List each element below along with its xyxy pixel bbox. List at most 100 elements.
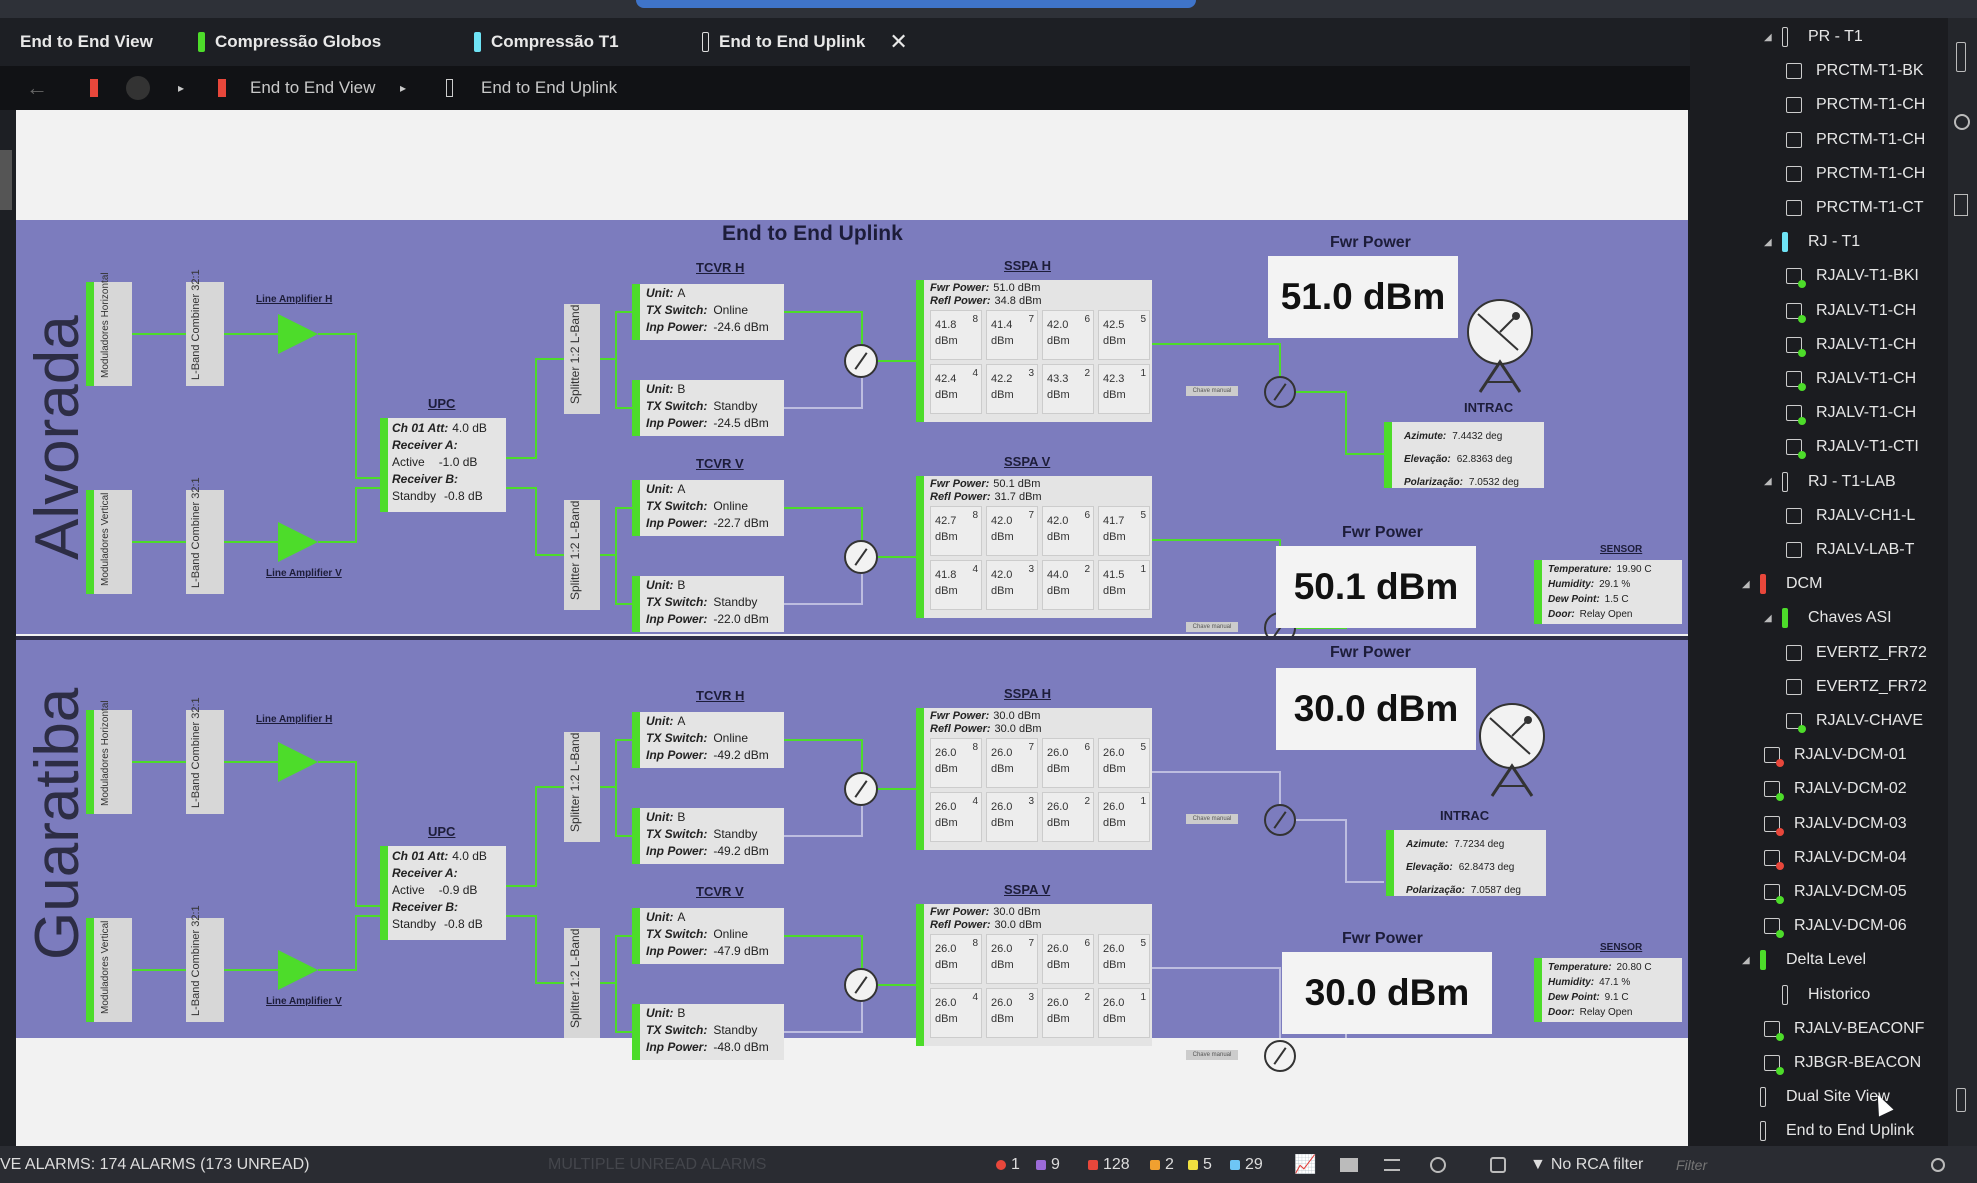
tcvr-v-unit-a[interactable]: Unit: A TX Switch: Online Inp Power: -47.9 dB… (632, 908, 784, 964)
sspa-module-cell[interactable]: 8 41.8 dBm (930, 310, 982, 360)
switch-icon[interactable] (844, 344, 878, 378)
breadcrumb-end-to-end-view[interactable]: End to End View (218, 66, 375, 110)
tree-item[interactable]: ◢ RJ - T1-LAB (1764, 465, 1896, 499)
tree-item[interactable]: RJALV-DCM-06 (1764, 909, 1907, 943)
alarms-summary[interactable]: VE ALARMS: 174 ALARMS (173 UNREAD) (0, 1155, 310, 1173)
tree-item[interactable]: RJALV-CHAVE (1786, 704, 1923, 738)
sspa-module-cell[interactable]: 1 41.5 dBm (1098, 560, 1150, 610)
sspa-module-cell[interactable]: 6 26.0 dBm (1042, 934, 1094, 984)
sspa-module-cell[interactable]: 1 26.0 dBm (1098, 792, 1150, 842)
tree-item[interactable]: PRCTM-T1-CH (1786, 157, 1925, 191)
tree-item[interactable]: ◢ Delta Level (1742, 943, 1866, 977)
tree-item[interactable]: PRCTM-T1-CH (1786, 88, 1925, 122)
tree-item[interactable]: PRCTM-T1-CT (1786, 191, 1924, 225)
tree-item[interactable]: RJALV-T1-CH (1786, 294, 1916, 328)
sspa-module-cell[interactable]: 3 26.0 dBm (986, 988, 1038, 1038)
clock-icon[interactable] (1430, 1146, 1446, 1183)
tree-item[interactable]: RJALV-CH1-L (1786, 499, 1915, 533)
sspa-module-cell[interactable]: 3 42.0 dBm (986, 560, 1038, 610)
chart-icon[interactable]: 📈 (1294, 1154, 1317, 1174)
expand-chevron-icon[interactable]: ◢ (1764, 31, 1772, 43)
sspa-module-cell[interactable]: 1 42.3 dBm (1098, 364, 1150, 414)
tree-item[interactable]: End to End Uplink (1742, 1114, 1914, 1148)
tab-end-to-end-view[interactable]: End to End View (20, 18, 153, 66)
sspa-h-panel[interactable]: Fwr Power: 51.0 dBm Refl Power: 34.8 dBm 8 41… (916, 280, 1152, 422)
combiner[interactable]: L-Band Combiner 32:1 (186, 697, 224, 814)
breadcrumb-end-to-end-uplink[interactable]: End to End Uplink (446, 66, 617, 110)
switch-icon[interactable] (844, 540, 878, 574)
tree-item[interactable]: EVERTZ_FR72 (1786, 636, 1927, 670)
manual-switch-icon[interactable] (1264, 376, 1296, 408)
sspa-module-cell[interactable]: 6 42.0 dBm (1042, 506, 1094, 556)
sspa-module-cell[interactable]: 8 26.0 dBm (930, 934, 982, 984)
upc-panel[interactable]: Ch 01 Att: 4.0 dB Receiver A: Active -1.0 dB… (380, 418, 506, 512)
expand-chevron-icon[interactable]: ◢ (1764, 236, 1772, 248)
tree-item[interactable]: ◢ RJ - T1 (1764, 225, 1860, 259)
modulator-horizontal[interactable]: Moduladores Horizontal (86, 272, 132, 386)
tcvr-h-unit-b[interactable]: Unit: B TX Switch: Standby Inp Power: -24.5 d… (632, 380, 784, 436)
tree-item[interactable]: EVERTZ_FR72 (1786, 670, 1927, 704)
sspa-module-cell[interactable]: 2 44.0 dBm (1042, 560, 1094, 610)
tcvr-v-unit-a[interactable]: Unit: A TX Switch: Online Inp Power: -22.7 dB… (632, 480, 784, 536)
tcvr-h-unit-b[interactable]: Unit: B TX Switch: Standby Inp Power: -49.2 d… (632, 808, 784, 864)
close-tab-icon[interactable]: ✕ (889, 29, 908, 54)
tree-item[interactable]: ◢ Chaves ASI (1764, 601, 1892, 635)
tree-item[interactable]: Historico (1764, 978, 1870, 1012)
sensor-panel[interactable]: Temperature: 19.90 C Humidity: 29.1 % Dew Po… (1534, 560, 1682, 624)
sspa-module-cell[interactable]: 4 41.8 dBm (930, 560, 982, 610)
intrac-panel[interactable]: Azimute: 7.4432 deg Elevação: 62.8363 deg Po… (1384, 422, 1544, 488)
sspa-module-cell[interactable]: 2 26.0 dBm (1042, 792, 1094, 842)
canvas-scroll-handle[interactable] (0, 150, 12, 210)
list-icon[interactable] (1340, 1146, 1358, 1183)
tree-item[interactable]: Dual Site View (1742, 1080, 1890, 1114)
tree-item[interactable]: ◢ DCM (1742, 567, 1822, 601)
sspa-h-panel[interactable]: Fwr Power: 30.0 dBm Refl Power: 30.0 dBm 8 26… (916, 708, 1152, 850)
expand-chevron-icon[interactable]: ◢ (1742, 954, 1750, 966)
tree-item[interactable]: RJALV-BEACONF (1764, 1012, 1924, 1046)
bookmark-icon[interactable] (90, 66, 98, 110)
alarm-count[interactable]: 2 (1150, 1146, 1174, 1183)
tree-item[interactable]: RJALV-DCM-03 (1764, 807, 1907, 841)
alarm-count[interactable]: 9 (1036, 1146, 1060, 1183)
tree-item[interactable]: RJALV-DCM-01 (1764, 738, 1907, 772)
tab-compressao-t1[interactable]: Compressão T1 (474, 18, 619, 66)
sspa-module-cell[interactable]: 7 26.0 dBm (986, 738, 1038, 788)
target-icon[interactable] (1490, 1146, 1506, 1183)
tree-item[interactable]: RJALV-DCM-02 (1764, 772, 1907, 806)
line-amplifier-h-icon[interactable] (278, 742, 318, 782)
manual-switch-icon[interactable] (1264, 804, 1296, 836)
refresh-icon[interactable] (1954, 114, 1970, 130)
sspa-module-cell[interactable]: 4 26.0 dBm (930, 792, 982, 842)
sspa-module-cell[interactable]: 3 26.0 dBm (986, 792, 1038, 842)
tree-item[interactable]: RJALV-LAB-T (1786, 533, 1914, 567)
tab-compressao-globos[interactable]: Compressão Globos (198, 18, 381, 66)
sspa-module-cell[interactable]: 5 26.0 dBm (1098, 934, 1150, 984)
sensor-panel[interactable]: Temperature: 20.80 C Humidity: 47.1 % Dew Po… (1534, 958, 1682, 1022)
sspa-module-cell[interactable]: 6 26.0 dBm (1042, 738, 1094, 788)
sspa-module-cell[interactable]: 8 26.0 dBm (930, 738, 982, 788)
tree-item[interactable]: PRCTM-T1-BK (1786, 54, 1924, 88)
alarm-count[interactable]: 128 (1088, 1146, 1130, 1183)
tree-item[interactable]: RJALV-T1-CTI (1786, 430, 1919, 464)
splitter[interactable]: Splitter 1:2 L-Band (564, 732, 600, 842)
splitter[interactable]: Splitter 1:2 L-Band (564, 304, 600, 414)
tcvr-h-unit-a[interactable]: Unit: A TX Switch: Online Inp Power: -49.2 dB… (632, 712, 784, 768)
intrac-panel[interactable]: Azimute: 7.7234 deg Elevação: 62.8473 deg Po… (1386, 830, 1546, 896)
tcvr-h-unit-a[interactable]: Unit: A TX Switch: Online Inp Power: -24.6 dB… (632, 284, 784, 340)
line-amplifier-v-icon[interactable] (278, 522, 318, 562)
modulator-vertical[interactable]: Moduladores Vertical (86, 918, 132, 1022)
switch-icon[interactable] (844, 772, 878, 806)
tab-end-to-end-uplink[interactable]: End to End Uplink ✕ (702, 18, 908, 66)
tree-item[interactable]: RJBGR-BEACON (1764, 1046, 1921, 1080)
alarm-count[interactable]: 29 (1230, 1146, 1263, 1183)
sspa-module-cell[interactable]: 2 43.3 dBm (1042, 364, 1094, 414)
sspa-module-cell[interactable]: 2 26.0 dBm (1042, 988, 1094, 1038)
tcvr-v-unit-b[interactable]: Unit: B TX Switch: Standby Inp Power: -22.0 d… (632, 576, 784, 632)
rca-filter[interactable]: ▼ No RCA filter (1530, 1155, 1644, 1173)
switch-icon[interactable] (844, 968, 878, 1002)
modulator-vertical[interactable]: Moduladores Vertical (86, 490, 132, 594)
tree-item[interactable]: PRCTM-T1-CH (1786, 123, 1925, 157)
sspa-module-cell[interactable]: 7 26.0 dBm (986, 934, 1038, 984)
combiner[interactable]: L-Band Combiner 32:1 (186, 269, 224, 386)
sspa-v-panel[interactable]: Fwr Power: 30.0 dBm Refl Power: 30.0 dBm 8 26… (916, 904, 1152, 1046)
